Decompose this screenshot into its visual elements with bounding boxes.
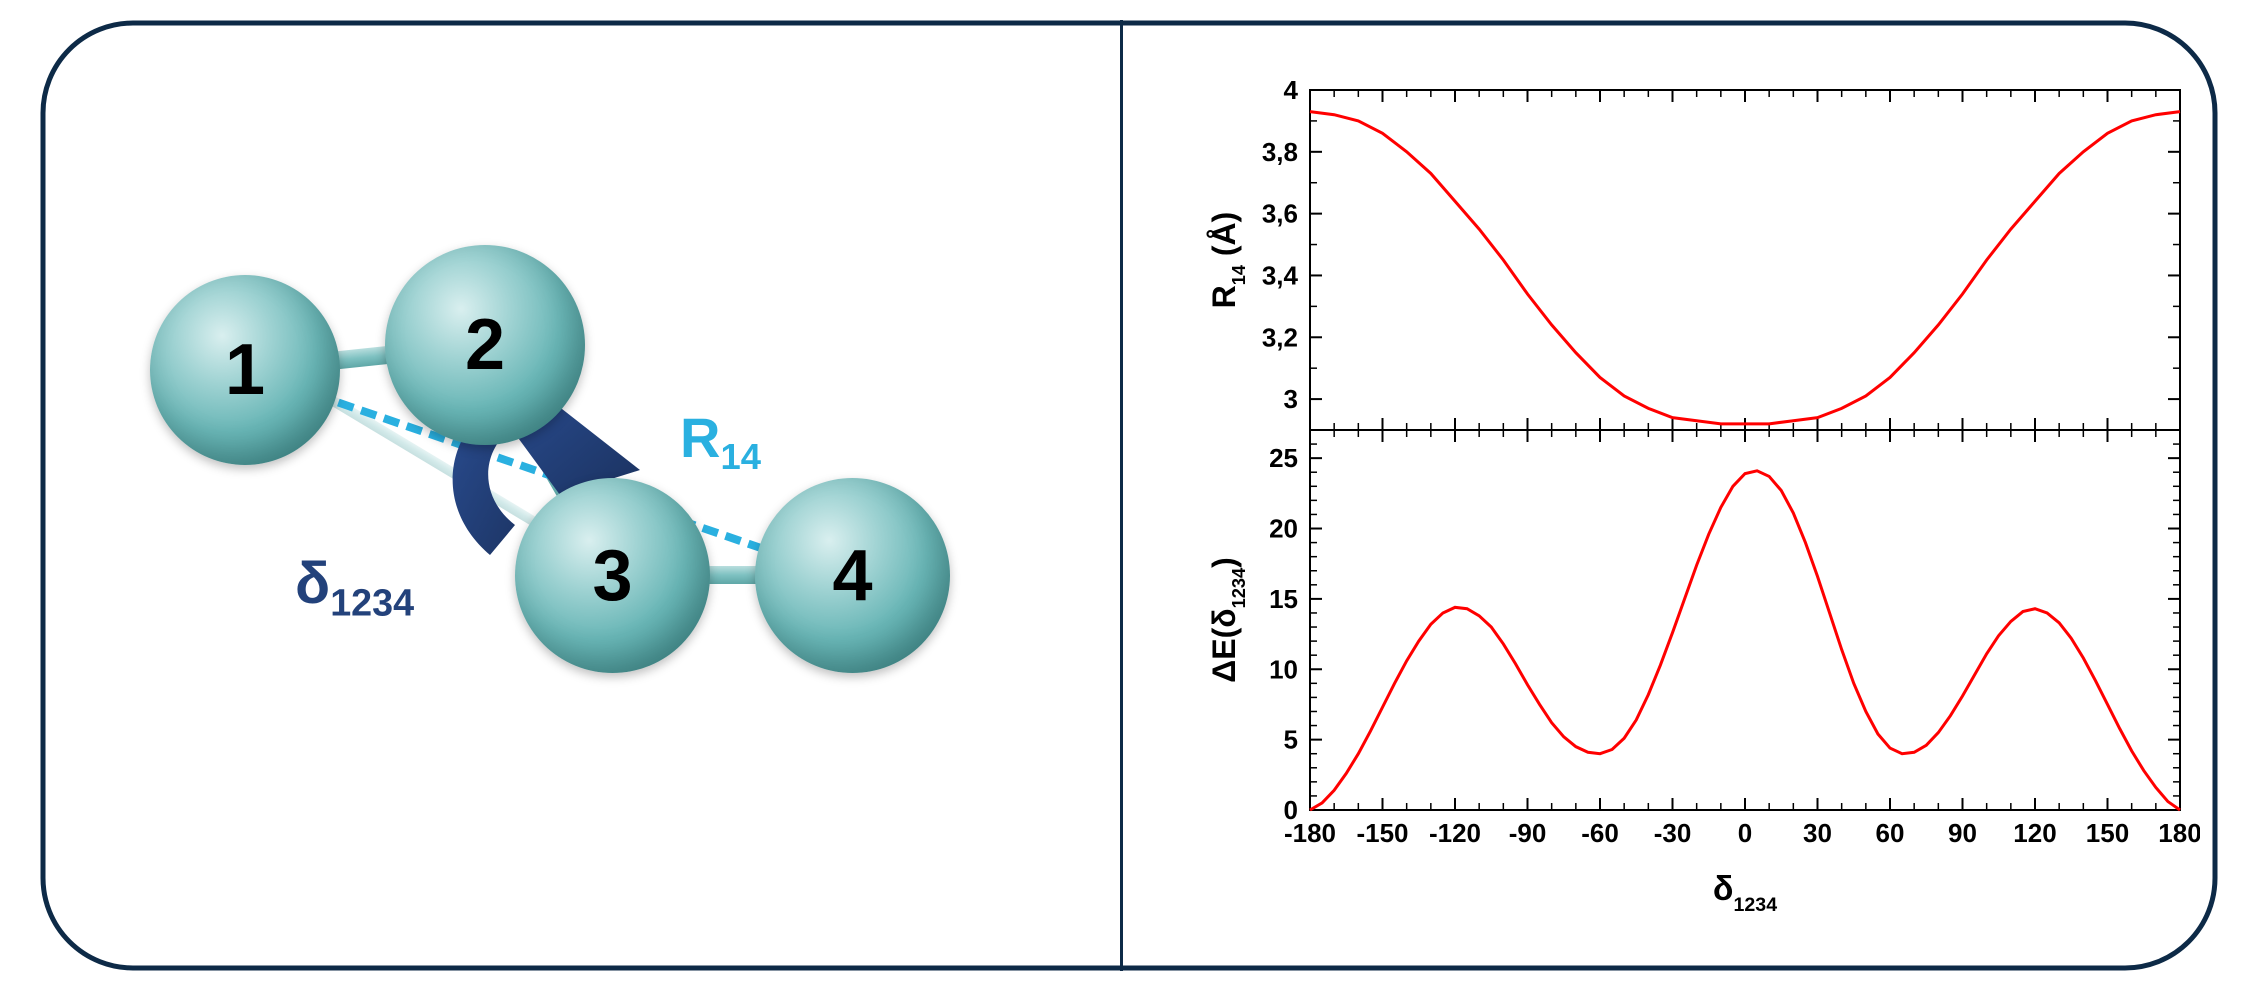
svg-text:20: 20 bbox=[1269, 514, 1298, 544]
center-divider bbox=[1120, 20, 1123, 971]
svg-text:180: 180 bbox=[2158, 818, 2200, 848]
svg-text:25: 25 bbox=[1269, 443, 1298, 473]
svg-text:60: 60 bbox=[1876, 818, 1905, 848]
svg-text:-120: -120 bbox=[1429, 818, 1481, 848]
svg-text:-60: -60 bbox=[1581, 818, 1619, 848]
svg-text:3: 3 bbox=[1284, 384, 1298, 414]
svg-text:R14 (Å): R14 (Å) bbox=[1206, 212, 1249, 309]
svg-text:3,4: 3,4 bbox=[1262, 260, 1299, 290]
svg-text:4: 4 bbox=[1284, 75, 1299, 105]
atom-3: 3 bbox=[515, 478, 710, 673]
svg-text:-90: -90 bbox=[1509, 818, 1547, 848]
atom-1-label: 1 bbox=[225, 329, 265, 411]
atom-3-label: 3 bbox=[592, 535, 632, 617]
svg-text:150: 150 bbox=[2086, 818, 2129, 848]
svg-text:-150: -150 bbox=[1356, 818, 1408, 848]
atom-4-label: 4 bbox=[832, 535, 872, 617]
atom-4: 4 bbox=[755, 478, 950, 673]
atom-2: 2 bbox=[385, 245, 585, 445]
svg-text:3,2: 3,2 bbox=[1262, 322, 1298, 352]
svg-text:3,8: 3,8 bbox=[1262, 137, 1298, 167]
svg-text:90: 90 bbox=[1948, 818, 1977, 848]
svg-text:3,6: 3,6 bbox=[1262, 199, 1298, 229]
svg-text:δ1234: δ1234 bbox=[1713, 870, 1777, 916]
svg-text:30: 30 bbox=[1803, 818, 1832, 848]
svg-text:-30: -30 bbox=[1654, 818, 1692, 848]
svg-text:120: 120 bbox=[2013, 818, 2056, 848]
svg-text:15: 15 bbox=[1269, 584, 1298, 614]
charts-panel: 33,23,43,63,84R14 (Å)0510152025-180-150-… bbox=[1200, 70, 2200, 930]
svg-text:0: 0 bbox=[1738, 818, 1752, 848]
svg-text:10: 10 bbox=[1269, 654, 1298, 684]
delta-label: δ1234 bbox=[295, 550, 414, 625]
molecule-diagram: 1 2 3 4 R14 δ1234 bbox=[40, 20, 1120, 971]
svg-text:-180: -180 bbox=[1284, 818, 1336, 848]
svg-text:5: 5 bbox=[1284, 725, 1298, 755]
atom-1: 1 bbox=[150, 275, 340, 465]
r14-label: R14 bbox=[680, 405, 761, 478]
atom-2-label: 2 bbox=[465, 304, 505, 386]
svg-text:ΔE(δ1234): ΔE(δ1234) bbox=[1206, 557, 1249, 683]
